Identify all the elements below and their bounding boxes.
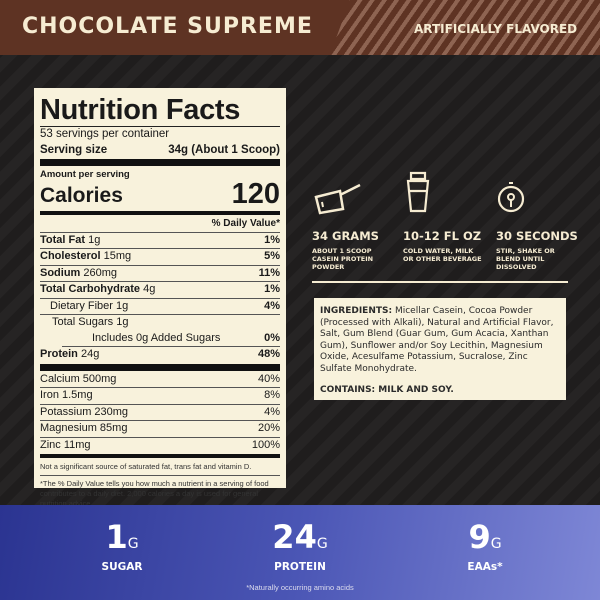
stat-value: 1: [105, 518, 128, 556]
step-subtitle: COLD WATER, MILK OR OTHER BEVERAGE: [403, 247, 482, 263]
step-title: 10-12 FL OZ: [403, 229, 482, 243]
nutrient-row: Includes 0g Added Sugars 0%: [62, 331, 280, 347]
nutrient-amount: 260mg: [83, 266, 118, 279]
nutrient-amount: 1g: [88, 233, 101, 246]
nutrient-row: Total Carbohydrate 4g 1%: [40, 282, 280, 299]
amount-per-serving: Amount per serving: [40, 169, 130, 180]
step-title: 34 GRAMS: [312, 229, 379, 243]
mineral-row: Calcium 500mg 40%: [40, 372, 280, 388]
nutrient-row: Total Sugars 1g: [40, 315, 280, 331]
nutrient-name: Total Carbohydrate 4g: [40, 282, 155, 298]
nutrient-dv: 4%: [264, 299, 280, 312]
nutrient-amount: 15mg: [103, 250, 132, 262]
mineral-dv: 20%: [257, 422, 280, 434]
calories-value: 120: [231, 178, 280, 210]
mineral-name: Iron 1.5mg: [40, 389, 93, 401]
nutrient-row: Total Fat 1g 1%: [40, 233, 280, 249]
stat-unit: G: [316, 536, 328, 552]
nutrient-name: Total Sugars 1g: [52, 316, 129, 328]
calories-label: Calories: [40, 184, 123, 207]
nutrient-row: Sodium 260mg 11%: [40, 266, 280, 282]
nutrient-dv: 5%: [264, 250, 280, 262]
mineral-dv: 4%: [264, 405, 280, 418]
flavor-name: CHOCOLATE SUPREME: [22, 14, 313, 39]
nutrient-name: Sodium 260mg: [40, 266, 117, 282]
mineral-name: Zinc 11mg: [40, 438, 91, 451]
nutrient-dv: 1%: [264, 283, 280, 295]
ingredients-label: INGREDIENTS:: [320, 306, 393, 316]
nutrient-name: Dietary Fiber 1g: [50, 299, 129, 312]
step-subtitle: STIR, SHAKE OR BLEND UNTIL DISSOLVED: [496, 247, 555, 271]
footnote-not-significant: Not a significant source of saturated fa…: [40, 459, 280, 476]
nutrition-title: Nutrition Facts: [40, 94, 280, 127]
stat-label: EAAs*: [467, 561, 503, 573]
nutrient-label: Protein: [40, 348, 78, 360]
mineral-row: Zinc 11mg 100%: [40, 438, 280, 454]
step-scoop: 34 GRAMS ABOUT 1 SCOOP CASEIN PROTEIN PO…: [312, 175, 392, 271]
flavor-note: ARTIFICIALLY FLAVORED: [414, 22, 578, 36]
ingredients-text: Micellar Casein, Cocoa Powder (Processed…: [320, 306, 554, 374]
nutrient-row: Dietary Fiber 1g 4%: [40, 299, 280, 315]
nutrient-dv: 0%: [264, 331, 280, 344]
mineral-row: Iron 1.5mg 8%: [40, 388, 280, 405]
mineral-row: Potassium 230mg 4%: [40, 405, 280, 421]
shaker-icon: [406, 171, 430, 213]
nutrient-name: Protein 24g: [40, 347, 99, 363]
nutrient-name: Total Fat 1g: [40, 233, 100, 249]
serving-size-value: 34g (About 1 Scoop): [168, 143, 280, 156]
mineral-dv: 40%: [257, 372, 280, 385]
step-title: 30 SECONDS: [496, 229, 578, 243]
ingredients-box: INGREDIENTS: Micellar Casein, Cocoa Powd…: [314, 298, 566, 400]
stat-unit: G: [490, 536, 502, 552]
nutrient-name: Cholesterol 15mg: [40, 249, 131, 265]
timer-icon: [497, 182, 525, 213]
mineral-row: Magnesium 85mg 20%: [40, 421, 280, 438]
nutrient-name: Includes 0g Added Sugars: [92, 331, 221, 344]
nutrient-row: Cholesterol 15mg 5%: [40, 249, 280, 266]
mineral-name: Calcium 500mg: [40, 372, 117, 385]
mineral-dv: 8%: [264, 389, 280, 401]
nutrient-dv: 48%: [257, 348, 280, 360]
nutrient-label: Sodium: [40, 266, 81, 279]
step-subtitle: ABOUT 1 SCOOP CASEIN PROTEIN POWDER: [312, 247, 374, 271]
mineral-name: Potassium 230mg: [40, 405, 129, 418]
nutrient-label: Total Fat: [40, 233, 86, 246]
allergen-statement: CONTAINS: MILK AND SOY.: [320, 385, 454, 395]
nutrient-label: Total Carbohydrate: [40, 283, 141, 295]
stat-label: PROTEIN: [274, 561, 326, 573]
daily-value-header: % Daily Value*: [211, 218, 280, 229]
nutrient-amount: 4g: [143, 283, 156, 295]
nutrition-facts-label: Nutrition Facts 53 servings per containe…: [34, 88, 286, 508]
servings-per-container: 53 servings per container: [40, 128, 170, 140]
nutrient-dv: 11%: [258, 266, 280, 279]
scoop-icon: [314, 183, 361, 215]
stat-value: 9: [468, 518, 491, 556]
stat-unit: G: [127, 536, 139, 552]
mineral-name: Magnesium 85mg: [40, 422, 128, 434]
step-timer: 30 SECONDS STIR, SHAKE OR BLEND UNTIL DI…: [496, 175, 578, 271]
divider: [312, 281, 568, 283]
nutrient-dv: 1%: [264, 233, 280, 246]
mineral-dv: 100%: [251, 438, 280, 451]
stat-label: SUGAR: [101, 561, 143, 573]
stats-footnote: *Naturally occurring amino acids: [246, 583, 354, 592]
nutrient-label: Cholesterol: [40, 250, 101, 262]
stat-sugar: 1G SUGAR: [92, 520, 152, 573]
flavor-banner: CHOCOLATE SUPREME ARTIFICIALLY FLAVORED: [0, 0, 600, 55]
nutrient-amount: 24g: [80, 348, 100, 360]
serving-size-label: Serving size: [40, 143, 108, 156]
footnote-daily-value: *The % Daily Value tells you how much a …: [40, 479, 269, 508]
nutrient-row: Protein 24g 48%: [40, 347, 280, 363]
stat-value: 24: [272, 518, 317, 556]
banner-stripes: [330, 0, 600, 55]
stats-banner: 1G SUGAR 24G PROTEIN 9G EAAs* *Naturally…: [0, 505, 600, 600]
stat-eaas: 9G EAAs*: [455, 520, 515, 573]
stat-protein: 24G PROTEIN: [265, 520, 335, 573]
step-shaker: 10-12 FL OZ COLD WATER, MILK OR OTHER BE…: [403, 171, 483, 263]
